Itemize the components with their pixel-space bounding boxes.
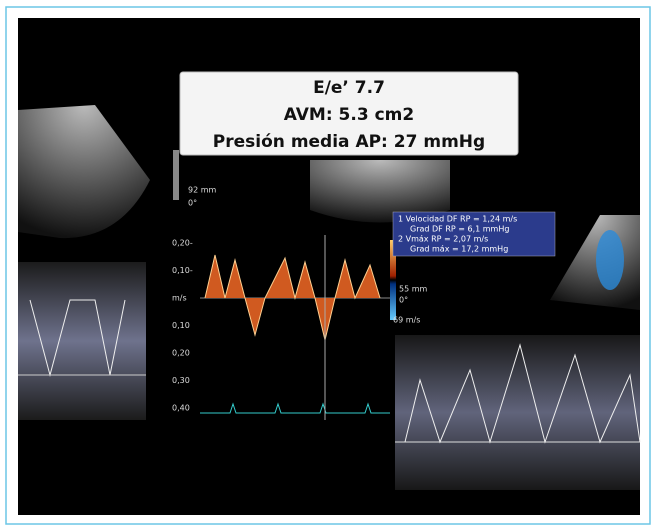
depth-label: 92 mm xyxy=(188,186,217,195)
summary-line: Presión media AP: 27 mmHg xyxy=(213,132,485,152)
measurement-line: Grad DF RP = 6,1 mmHg xyxy=(410,225,509,234)
scale-label: 0,20- xyxy=(172,239,193,248)
scale-label: 0,10- xyxy=(172,266,193,275)
scale-label: 0,30 xyxy=(172,376,190,385)
scale-label: 0,10 xyxy=(172,321,190,330)
scale-label: m/s xyxy=(172,294,187,303)
summary-line: E/e’ 7.7 xyxy=(313,78,385,98)
summary-line: AVM: 5.3 cm2 xyxy=(284,105,414,125)
scale-label: 0,40 xyxy=(172,404,190,413)
angle-label: 0° xyxy=(188,199,197,208)
measurement-line: 1 Velocidad DF RP = 1,24 m/s xyxy=(398,215,517,224)
color-bar-depth: 55 mm xyxy=(399,285,428,294)
color-bar-bottom: 69 m/s xyxy=(393,316,420,325)
figure: 92 mm 0° 0,20- 0,10- m/s 0,10 0,20 0,30 0,40 6… xyxy=(0,0,656,531)
doppler-trace xyxy=(18,262,146,420)
color-bar-angle: 0° xyxy=(399,296,408,305)
measurement-line: 2 Vmáx RP = 2,07 m/s xyxy=(398,235,488,244)
color-flow xyxy=(596,230,624,290)
doppler-trace xyxy=(395,335,640,490)
gray-bar xyxy=(173,150,179,200)
measurement-line: Grad máx = 17,2 mmHg xyxy=(410,245,508,254)
scale-label: 0,20 xyxy=(172,349,190,358)
